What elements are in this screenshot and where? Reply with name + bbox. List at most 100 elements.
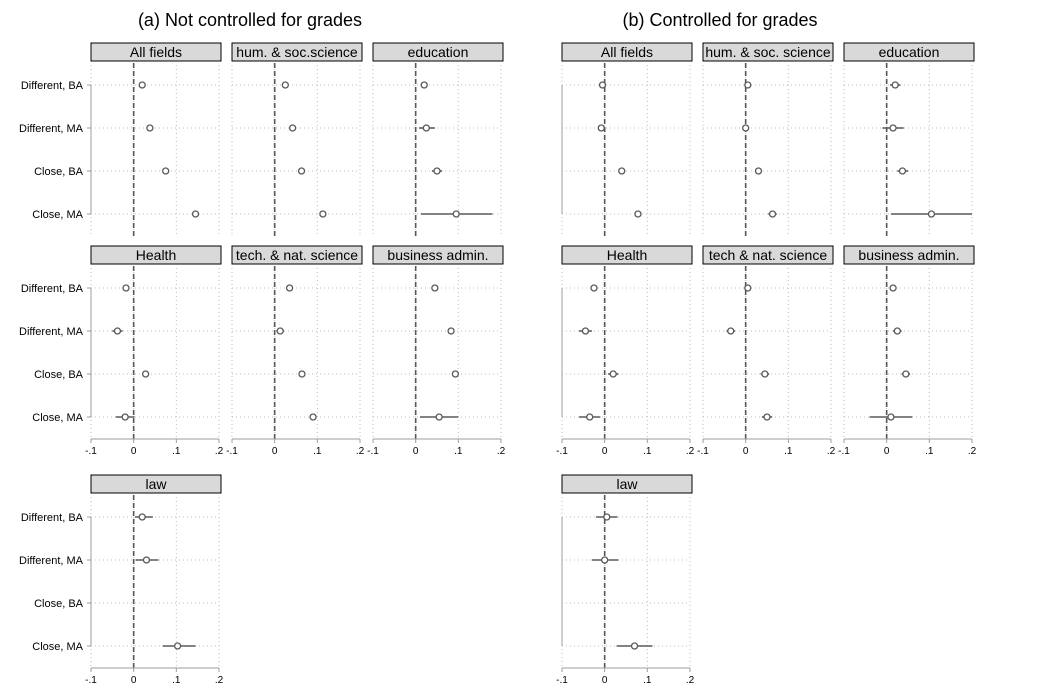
point-estimate <box>113 327 122 335</box>
point-estimate <box>122 284 130 292</box>
x-tick-label: -.1 <box>85 675 97 686</box>
point-estimate <box>590 284 598 292</box>
category-label: Close, BA <box>34 598 84 610</box>
facet-strip <box>90 245 222 265</box>
point-estimate <box>581 327 590 335</box>
facet-strip-label: All fields <box>601 44 653 60</box>
point-estimate <box>121 413 129 421</box>
point-estimate <box>727 327 735 335</box>
point-estimate <box>309 413 317 421</box>
category-label: Different, MA <box>19 555 84 567</box>
point-estimate <box>435 413 443 421</box>
point-estimate <box>433 167 441 175</box>
point-estimate <box>898 167 907 175</box>
point-estimate <box>603 513 611 521</box>
x-tick-label: .2 <box>215 675 224 686</box>
x-tick-label: .2 <box>827 446 836 457</box>
facet-strip-label: tech. & nat. science <box>236 247 358 263</box>
facet-strip-label: education <box>408 44 469 60</box>
panel-title: (b) Controlled for grades <box>622 10 817 30</box>
point-estimate <box>601 556 609 564</box>
point-estimate <box>319 210 327 218</box>
category-label: Close, BA <box>34 369 84 381</box>
x-tick-label: -.1 <box>697 446 709 457</box>
point-estimate <box>142 556 151 564</box>
point-estimate <box>630 642 639 650</box>
facet-strip <box>561 245 693 265</box>
facet-business-admin: business admin. -.1 0 .1 .2 <box>838 245 977 457</box>
x-tick-label: .2 <box>968 446 977 457</box>
point-estimate <box>618 167 626 175</box>
point-estimate <box>902 370 910 378</box>
category-label: Close, MA <box>32 209 83 221</box>
facet-tech-nat-science: tech. & nat. science -.1 0 .1 .2 <box>226 245 365 457</box>
facet-education: education <box>372 42 504 236</box>
point-estimate <box>141 370 150 378</box>
point-estimate <box>768 210 777 218</box>
point-estimate <box>298 370 306 378</box>
facet-tech-nat-science: tech & nat. science -.1 0 .1 .2 <box>697 245 836 457</box>
category-label: Different, BA <box>21 283 84 295</box>
facet-strip <box>90 42 222 62</box>
facet-strip <box>702 42 834 62</box>
facet-strip-label: Health <box>136 247 176 263</box>
facet-hum-soc-science: hum. & soc. science <box>702 42 834 236</box>
point-estimate <box>891 81 899 89</box>
point-estimate <box>889 284 897 292</box>
facet-health: Health Different, BA Different, MA Close, B… <box>19 245 224 457</box>
facet-strip <box>843 245 975 265</box>
panel-b: (b) Controlled for grades All fields hum. … <box>556 10 976 686</box>
x-tick-label: .1 <box>172 446 181 457</box>
x-tick-label: .1 <box>784 446 793 457</box>
x-tick-label: -.1 <box>556 675 568 686</box>
x-tick-label: 0 <box>413 446 419 457</box>
x-tick-label: -.1 <box>367 446 379 457</box>
facet-all-fields: All fields <box>561 42 693 236</box>
facet-strip <box>231 42 363 62</box>
x-tick-label: .2 <box>686 446 695 457</box>
x-tick-label: 0 <box>131 446 137 457</box>
facet-strip-label: law <box>616 476 638 492</box>
point-estimate <box>634 210 642 218</box>
facet-strip-label: business admin. <box>858 247 959 263</box>
facet-strip <box>231 245 363 265</box>
point-estimate <box>597 124 605 132</box>
x-tick-label: 0 <box>602 675 608 686</box>
point-estimate <box>297 167 306 175</box>
x-tick-label: .1 <box>643 446 652 457</box>
facet-strip <box>843 42 975 62</box>
x-tick-label: -.1 <box>85 446 97 457</box>
facet-strip <box>90 474 222 494</box>
facet-strip <box>372 245 504 265</box>
x-tick-label: 0 <box>884 446 890 457</box>
point-estimate <box>887 413 895 421</box>
panel-title: (a) Not controlled for grades <box>138 10 362 30</box>
x-tick-label: 0 <box>743 446 749 457</box>
category-label: Close, BA <box>34 166 84 178</box>
x-tick-label: .1 <box>454 446 463 457</box>
point-estimate <box>288 124 297 132</box>
point-estimate <box>761 370 769 378</box>
facet-strip <box>561 42 693 62</box>
x-tick-label: -.1 <box>556 446 568 457</box>
point-estimate <box>146 124 154 132</box>
point-estimate <box>285 284 294 292</box>
point-estimate <box>451 370 459 378</box>
facet-strip-label: tech & nat. science <box>709 247 828 263</box>
facet-education: education <box>843 42 975 236</box>
panel-a: (a) Not controlled for grades All fields D… <box>19 10 506 686</box>
point-estimate <box>754 167 763 175</box>
x-tick-label: 0 <box>602 446 608 457</box>
facet-strip-label: hum. & soc.science <box>236 44 358 60</box>
facet-all-fields: All fields Different, BA Different, MA Clos… <box>19 42 222 236</box>
point-estimate <box>420 81 428 89</box>
point-estimate <box>927 210 936 218</box>
x-tick-label: 0 <box>272 446 278 457</box>
x-tick-label: .1 <box>172 675 181 686</box>
point-estimate <box>276 327 284 335</box>
category-label: Different, BA <box>21 512 84 524</box>
point-estimate <box>162 167 170 175</box>
x-tick-label: .1 <box>313 446 322 457</box>
facet-strip <box>702 245 834 265</box>
